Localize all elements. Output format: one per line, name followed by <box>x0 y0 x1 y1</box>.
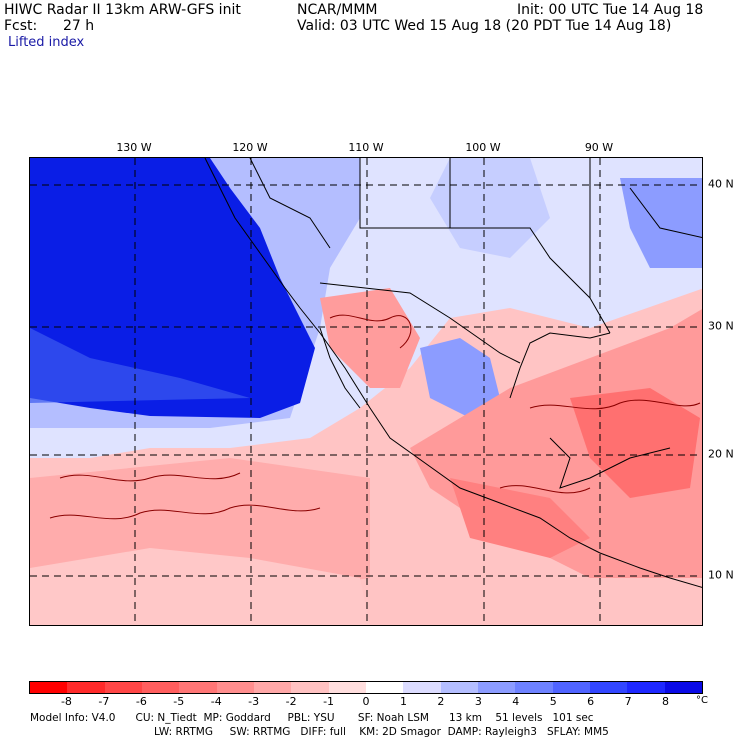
unstable-mexico-west <box>320 288 420 388</box>
colorbar-swatch <box>477 682 516 693</box>
colorbar-tick-label: 7 <box>624 695 632 708</box>
colorbar-swatch <box>515 682 553 693</box>
li-contours <box>49 314 701 520</box>
colorbar-swatch <box>104 682 142 693</box>
unstable-pacific-mexico <box>450 478 590 558</box>
colorbar-swatch <box>291 682 329 693</box>
colorbar-tick-label: 1 <box>399 695 407 708</box>
unstable-core <box>570 388 700 498</box>
colorbar-tick-label: -6 <box>135 695 147 708</box>
lat-label-30n: 30 N <box>708 319 734 333</box>
colorbar-tick-label: 0 <box>362 695 370 708</box>
colorbar-tick-label: 5 <box>549 695 557 708</box>
field-name: Lifted index <box>8 35 85 50</box>
forecast-label: Fcst: <box>4 18 38 34</box>
coastlines <box>204 158 702 588</box>
stable-streak <box>30 328 250 403</box>
colorbar <box>29 681 703 694</box>
colorbar-swatch <box>30 682 68 693</box>
colorbar-swatch <box>328 682 366 693</box>
lat-label-10n: 10 N <box>708 568 734 582</box>
stable-region-deep <box>30 158 315 418</box>
org-label: NCAR/MMM <box>297 2 378 18</box>
colorbar-swatch <box>253 682 292 693</box>
colorbar-tick-label: 6 <box>587 695 595 708</box>
map-canvas <box>30 158 702 625</box>
lat-label-20n: 20 N <box>708 447 734 461</box>
colorbar-tick-label: -8 <box>60 695 72 708</box>
stable-mexico-plateau <box>420 338 500 418</box>
colorbar-tick-label: -2 <box>285 695 297 708</box>
lon-label-120w: 120 W <box>232 141 268 154</box>
colorbar-swatch <box>589 682 628 693</box>
lifted-index-map[interactable] <box>29 157 703 626</box>
model-title: HIWC Radar II 13km ARW-GFS init <box>4 2 241 18</box>
colorbar-tick-label: 8 <box>662 695 670 708</box>
forecast-hour: 27 h <box>63 18 95 34</box>
graticule <box>30 158 702 625</box>
colorbar-swatch <box>664 682 702 693</box>
colorbar-swatch <box>403 682 441 693</box>
colorbar-tick-label: 2 <box>437 695 445 708</box>
init-time: Init: 00 UTC Tue 14 Aug 18 <box>517 2 704 18</box>
colorbar-swatch <box>552 682 590 693</box>
model-info-line1: Model Info: V4.0 CU: N_Tiedt MP: Goddard… <box>30 712 594 724</box>
lon-label-90w: 90 W <box>584 141 614 154</box>
lon-label-110w: 110 W <box>348 141 384 154</box>
colorbar-swatch <box>627 682 665 693</box>
colorbar-swatch <box>141 682 180 693</box>
stable-plains <box>430 158 550 258</box>
lon-label-130w: 130 W <box>116 141 152 154</box>
colorbar-tick-label: -4 <box>210 695 222 708</box>
lat-label-40n: 40 N <box>708 177 734 191</box>
colorbar-unit: °C <box>696 695 708 706</box>
colorbar-tick-label: -5 <box>173 695 185 708</box>
itcz-south <box>30 548 370 625</box>
colorbar-swatch <box>365 682 404 693</box>
colorbar-tick-label: -7 <box>98 695 110 708</box>
valid-time: Valid: 03 UTC Wed 15 Aug 18 (20 PDT Tue … <box>297 18 672 34</box>
model-info-line2: LW: RRTMG SW: RRTMG DIFF: full KM: 2D Sm… <box>154 726 609 738</box>
colorbar-swatch <box>179 682 217 693</box>
colorbar-tick-label: -3 <box>248 695 260 708</box>
lon-label-100w: 100 W <box>465 141 501 154</box>
stable-east <box>620 178 702 268</box>
colorbar-swatch <box>440 682 478 693</box>
colorbar-swatch <box>216 682 254 693</box>
colorbar-swatch <box>67 682 105 693</box>
colorbar-tick-label: -1 <box>323 695 335 708</box>
colorbar-tick-label: 3 <box>474 695 482 708</box>
colorbar-tick-label: 4 <box>512 695 520 708</box>
